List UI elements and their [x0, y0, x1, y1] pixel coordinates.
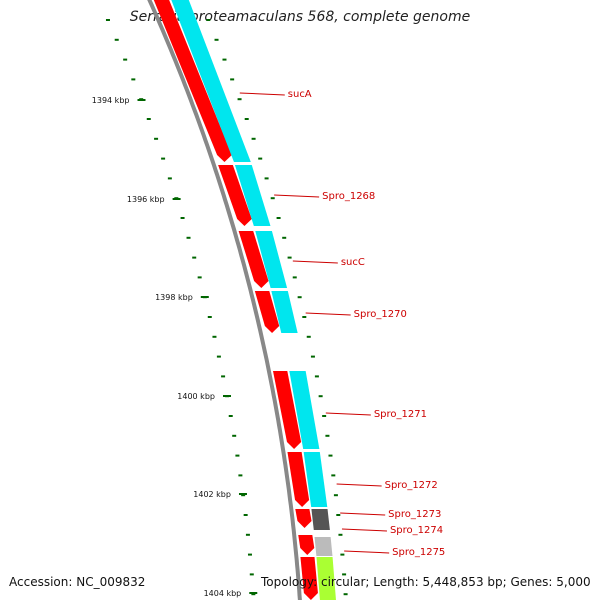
leader-line	[292, 260, 338, 264]
cds-red-block	[254, 291, 280, 333]
cds-cyan-block	[271, 291, 298, 333]
leader-line	[344, 550, 390, 554]
cds-red-block	[300, 557, 318, 600]
leader-line	[274, 194, 320, 198]
cds-red-block	[218, 165, 252, 226]
gene-light-block	[314, 537, 333, 556]
gene-label: Spro_1272	[385, 480, 438, 491]
leader-line	[341, 528, 387, 532]
backbone-arc	[147, 0, 302, 600]
tick-label: 1396 kbp	[127, 195, 165, 204]
cds-cyan-block	[234, 165, 271, 226]
tick-label: 1404 kbp	[204, 589, 242, 598]
tick-label: 1398 kbp	[155, 293, 193, 302]
gene-label: Spro_1275	[392, 547, 445, 558]
cds-red-block	[153, 0, 232, 162]
cds-red-block	[273, 371, 302, 449]
gene-label: sucC	[341, 257, 365, 268]
gene-label: Spro_1274	[390, 525, 443, 536]
features-track	[147, 0, 336, 600]
leader-line	[305, 312, 351, 316]
gene-label: Spro_1271	[374, 409, 427, 420]
major-ticks: 1394 kbp 1396 kbp 1398 kbp 1400 kbp 1402 kbp…	[92, 96, 258, 598]
accession-text: Accession: NC_009832	[9, 575, 146, 589]
cds-red-block	[238, 231, 269, 288]
cds-cyan-block	[255, 231, 288, 288]
leader-line	[325, 412, 371, 416]
genome-summary: Topology: circular; Length: 5,448,853 bp…	[261, 575, 591, 589]
gene-dark-block	[311, 509, 330, 530]
tick-label: 1400 kbp	[177, 392, 215, 401]
leader-line	[239, 92, 285, 96]
tick-label: 1402 kbp	[193, 490, 231, 499]
tick-label: 1394 kbp	[92, 96, 130, 105]
gene-lime-block	[316, 557, 336, 600]
cds-cyan-block	[171, 0, 251, 162]
map-title: Serratia proteamaculans 568, complete ge…	[129, 9, 471, 25]
minor-ticks	[105, 19, 348, 596]
gene-label: Spro_1270	[354, 309, 407, 320]
cds-cyan-block	[303, 452, 328, 507]
cds-cyan-block	[289, 371, 320, 449]
leader-line	[336, 483, 382, 487]
gene-label: Spro_1268	[322, 191, 375, 202]
gene-label: Spro_1273	[388, 509, 441, 520]
cds-red-block	[298, 535, 315, 555]
leader-line	[340, 512, 386, 516]
cds-red-block	[295, 509, 312, 528]
gene-labels: sucA Spro_1268 sucC Spro_1270 Spro_1271 Spro_…	[239, 89, 445, 558]
cds-red-block	[287, 452, 310, 507]
gene-label: sucA	[288, 89, 312, 100]
